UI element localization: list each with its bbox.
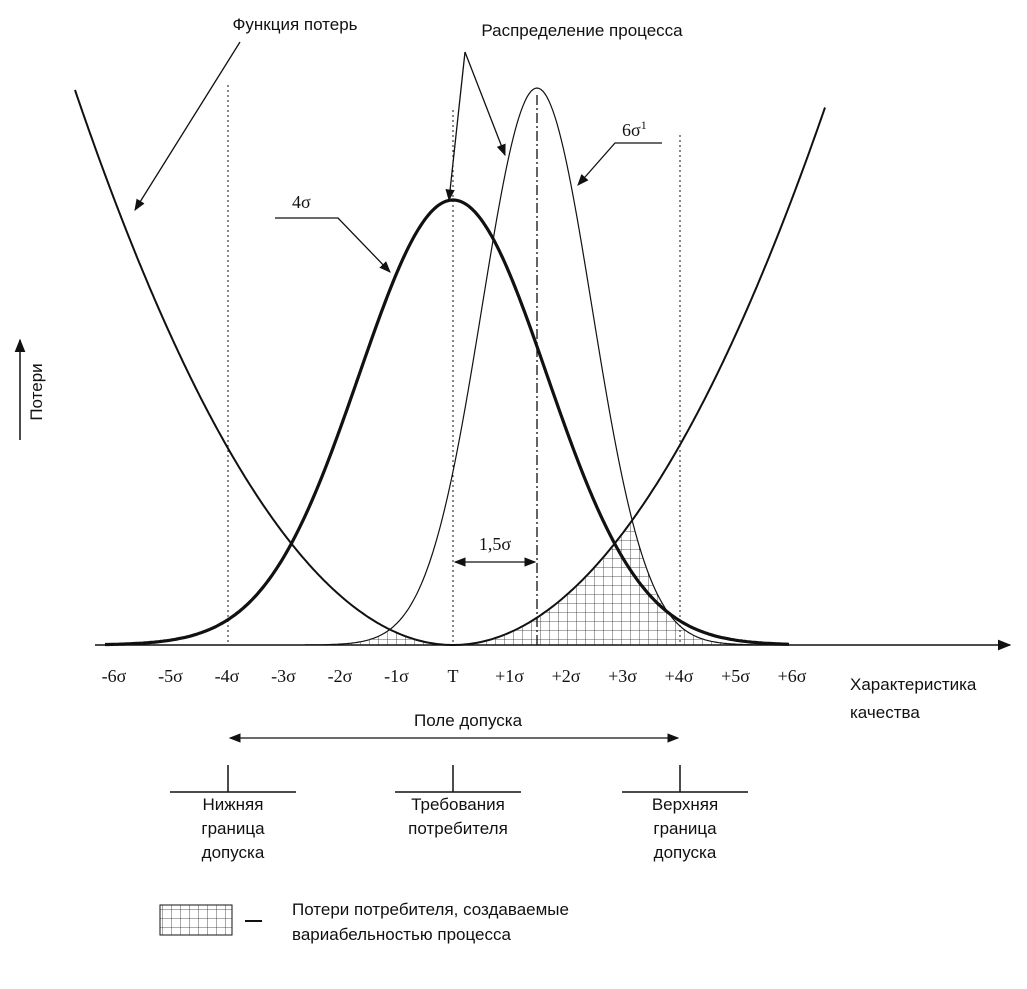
tick-label: -6σ: [102, 666, 127, 686]
tick-label: -1σ: [384, 666, 409, 686]
pointer: [134, 41, 241, 211]
tick-label: T: [448, 666, 459, 686]
x-axis-label: качества: [850, 703, 920, 722]
four-sigma-label: 4σ: [292, 192, 311, 212]
shift-label: 1,5σ: [479, 534, 512, 554]
six-sigma-label: 6σ1: [622, 118, 647, 140]
ticks: -6σ -5σ -4σ -3σ -2σ -1σ T +1σ +2σ +3σ +4σ +5σ +6σ: [102, 666, 807, 686]
pointer: [445, 51, 466, 202]
legend-swatch: [159, 904, 233, 936]
tick-label: +3σ: [608, 666, 637, 686]
tick-label: +2σ: [552, 666, 581, 686]
tolerance-label: Поле допуска: [414, 711, 523, 730]
pointer: [464, 51, 506, 157]
pointer: [275, 217, 391, 273]
tick-label: -3σ: [271, 666, 296, 686]
limit-label: Нижняя: [203, 795, 264, 814]
hatched-loss: [300, 520, 790, 645]
tick-label: -2σ: [328, 666, 353, 686]
limit-label: допуска: [654, 843, 717, 862]
loss-function: [74, 89, 826, 646]
limit-label: допуска: [202, 843, 265, 862]
tick-label: -5σ: [158, 666, 183, 686]
limit-label: Требования: [411, 795, 505, 814]
y-axis-label: Потери: [27, 363, 46, 420]
distribution-shifted: [305, 87, 789, 646]
limits: Нижняя граница допуска Требования потребител…: [170, 765, 748, 862]
legend-text: вариабельностью процесса: [292, 925, 511, 944]
distribution-4sigma: [105, 198, 790, 647]
tick-label: +1σ: [495, 666, 524, 686]
loss-function-label: Функция потерь: [232, 15, 357, 34]
limit-label: потребителя: [408, 819, 508, 838]
limit-label: Верхняя: [652, 795, 718, 814]
tick-label: +6σ: [778, 666, 807, 686]
tick-label: -4σ: [215, 666, 240, 686]
legend-text: Потери потребителя, создаваемые: [292, 900, 569, 919]
limit-label: граница: [201, 819, 265, 838]
tick-label: +5σ: [721, 666, 750, 686]
process-distribution-label: Распределение процесса: [481, 21, 683, 40]
x-axis-label: Характеристика: [850, 675, 977, 694]
limit-label: граница: [653, 819, 717, 838]
tick-label: +4σ: [665, 666, 694, 686]
curves: [74, 87, 826, 647]
pointer: [577, 142, 662, 186]
